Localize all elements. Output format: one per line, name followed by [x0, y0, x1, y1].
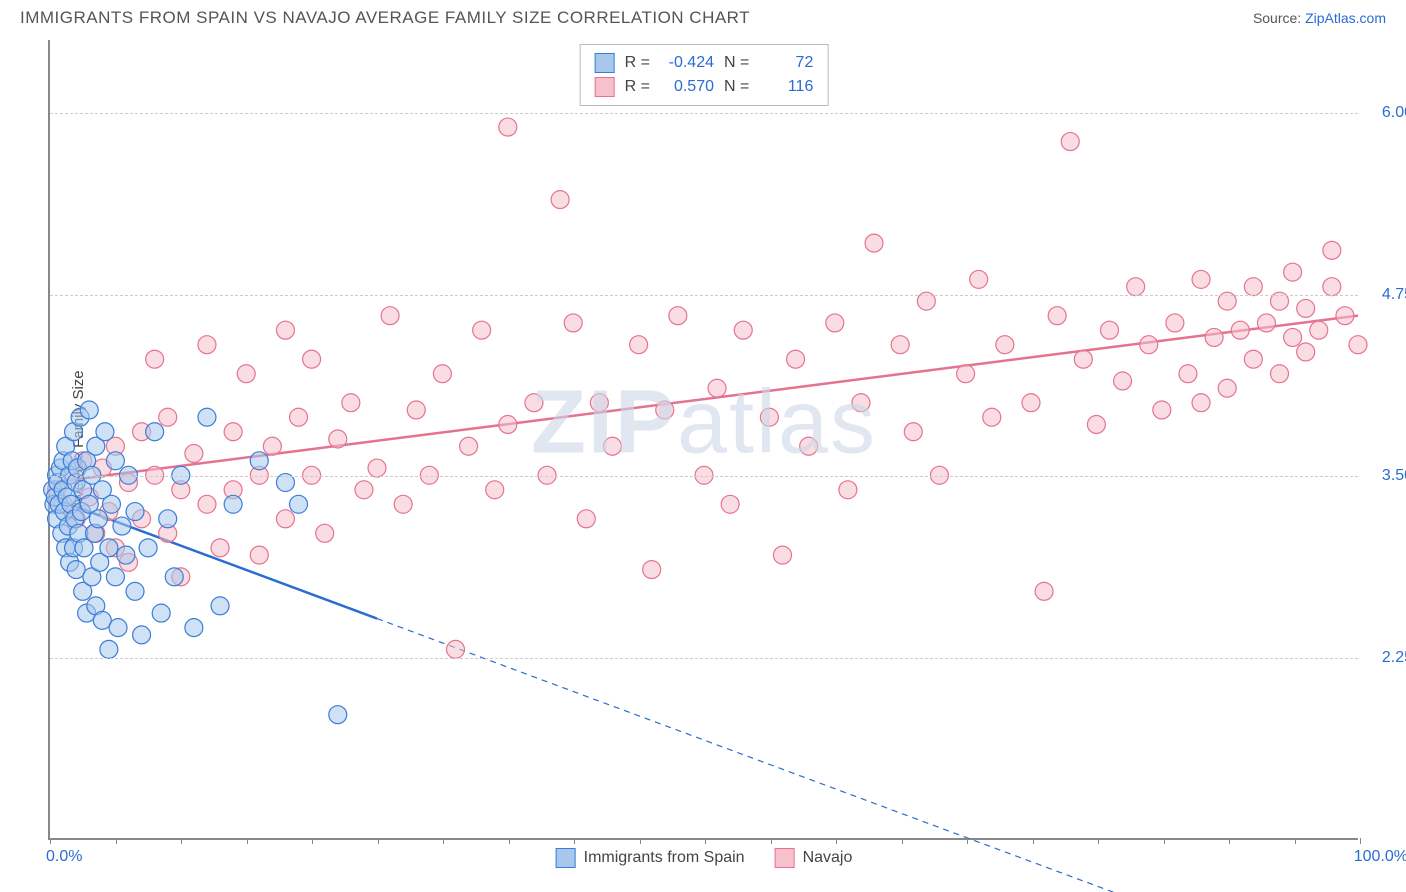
y-tick-label: 6.00	[1382, 104, 1406, 122]
x-tick	[509, 838, 510, 844]
x-tick	[116, 838, 117, 844]
x-tick	[1164, 838, 1165, 844]
gridline	[50, 295, 1358, 296]
series-name-spain: Immigrants from Spain	[584, 849, 745, 867]
source-link[interactable]: ZipAtlas.com	[1305, 10, 1386, 26]
legend-row-spain: R = -0.424 N = 72	[595, 51, 814, 75]
x-tick	[967, 838, 968, 844]
plot-svg	[50, 40, 1358, 838]
swatch-spain	[595, 53, 615, 73]
x-tick	[1033, 838, 1034, 844]
n-label: N =	[724, 51, 749, 75]
x-tick	[574, 838, 575, 844]
legend-series: Immigrants from Spain Navajo	[556, 848, 853, 868]
legend-stats: R = -0.424 N = 72 R = 0.570 N = 116	[580, 44, 829, 106]
legend-item-spain: Immigrants from Spain	[556, 848, 745, 868]
chart-container: Average Family Size ZIPatlas R = -0.424 …	[48, 40, 1358, 840]
series-name-navajo: Navajo	[803, 849, 853, 867]
x-tick	[771, 838, 772, 844]
x-min-label: 0.0%	[46, 848, 82, 866]
y-tick-label: 4.75	[1382, 286, 1406, 304]
swatch-navajo	[595, 77, 615, 97]
gridline	[50, 476, 1358, 477]
n-value-navajo: 116	[759, 75, 813, 99]
chart-title: IMMIGRANTS FROM SPAIN VS NAVAJO AVERAGE …	[20, 8, 750, 28]
x-tick	[247, 838, 248, 844]
x-tick	[705, 838, 706, 844]
y-tick-label: 3.50	[1382, 467, 1406, 485]
x-tick	[50, 838, 51, 844]
plot-area: Average Family Size ZIPatlas R = -0.424 …	[48, 40, 1358, 840]
n-value-spain: 72	[759, 51, 813, 75]
r-label: R =	[625, 51, 650, 75]
x-max-label: 100.0%	[1354, 848, 1406, 866]
gridline	[50, 113, 1358, 114]
source-attribution: Source: ZipAtlas.com	[1253, 10, 1386, 26]
x-tick	[1360, 838, 1361, 844]
legend-item-navajo: Navajo	[775, 848, 853, 868]
legend-row-navajo: R = 0.570 N = 116	[595, 75, 814, 99]
source-label: Source:	[1253, 10, 1305, 26]
x-tick	[902, 838, 903, 844]
n-label: N =	[724, 75, 749, 99]
x-tick	[181, 838, 182, 844]
x-tick	[378, 838, 379, 844]
y-tick-label: 2.25	[1382, 649, 1406, 667]
x-tick	[1098, 838, 1099, 844]
gridline	[50, 658, 1358, 659]
swatch-spain-icon	[556, 848, 576, 868]
x-tick	[443, 838, 444, 844]
swatch-navajo-icon	[775, 848, 795, 868]
x-tick	[1229, 838, 1230, 844]
r-value-navajo: 0.570	[660, 75, 714, 99]
x-tick	[836, 838, 837, 844]
r-label: R =	[625, 75, 650, 99]
x-tick	[1295, 838, 1296, 844]
r-value-spain: -0.424	[660, 51, 714, 75]
x-tick	[312, 838, 313, 844]
x-tick	[640, 838, 641, 844]
